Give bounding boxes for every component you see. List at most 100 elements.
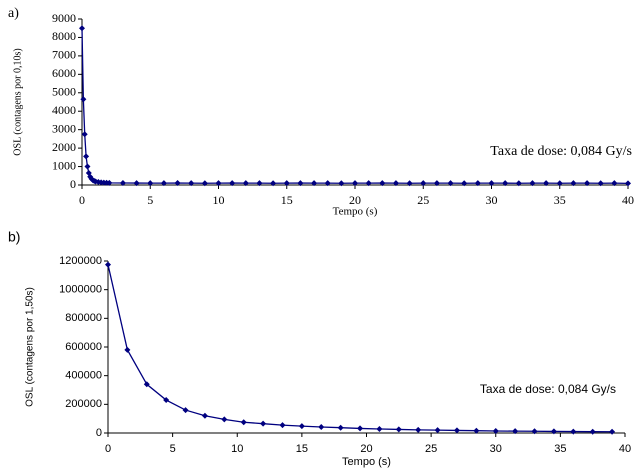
data-point <box>570 428 577 435</box>
x-tick-label: 35 <box>554 443 566 455</box>
data-point <box>79 25 85 32</box>
data-point <box>133 180 140 187</box>
y-tick-label: 0 <box>96 427 102 439</box>
data-point <box>529 180 536 187</box>
data-point <box>447 180 454 187</box>
chart-b: b) 0 200000 400000 600000 800000 1000000 120000… <box>8 229 631 468</box>
data-point <box>256 180 263 187</box>
annotation: Taxa de dose: 0,084 Gy/s <box>490 144 632 159</box>
data-point <box>298 423 305 430</box>
x-tick-label: 30 <box>486 193 498 207</box>
y-tick-label: 200000 <box>65 398 102 410</box>
data-point <box>357 425 364 432</box>
data-point <box>543 180 550 187</box>
data-point <box>163 397 170 404</box>
x-tick-label: 40 <box>622 193 634 207</box>
x-tick-label: 10 <box>213 193 225 207</box>
data-point <box>338 180 345 187</box>
y-axis-label: OSL (contagens por 1,50s) <box>25 287 36 407</box>
y-tick-label: 1000000 <box>59 284 102 296</box>
data-point <box>406 180 413 187</box>
data-point <box>147 180 154 187</box>
data-point <box>260 420 267 427</box>
data-point <box>376 425 383 432</box>
data-point <box>488 180 495 187</box>
data-point <box>80 96 87 103</box>
data-point <box>105 261 111 268</box>
data-point <box>215 180 222 187</box>
data-point <box>473 427 480 434</box>
x-tick-label: 10 <box>231 443 243 455</box>
data-point <box>84 163 91 170</box>
data-point <box>83 153 90 160</box>
data-point <box>589 428 596 435</box>
data-point <box>625 180 631 187</box>
x-tick-label: 30 <box>490 443 502 455</box>
data-point <box>392 180 399 187</box>
y-tick-label: 400000 <box>65 370 102 382</box>
data-line <box>81 28 629 184</box>
x-tick-label: 35 <box>554 193 566 207</box>
x-tick-label: 25 <box>417 193 429 207</box>
data-point <box>512 428 519 435</box>
data-point <box>240 419 247 426</box>
data-point <box>379 180 386 187</box>
y-tick-label: 4000 <box>52 103 76 117</box>
data-point <box>124 346 131 353</box>
y-tick-label: 5000 <box>52 85 76 99</box>
data-point <box>337 424 344 431</box>
data-point <box>550 428 557 435</box>
data-point <box>556 180 563 187</box>
data-point <box>492 427 499 434</box>
data-point <box>201 180 208 187</box>
data-point <box>420 180 427 187</box>
y-tick-label: 800000 <box>65 312 102 324</box>
x-tick-label: 0 <box>105 443 111 455</box>
data-point <box>584 180 591 187</box>
y-tick-label: 6000 <box>52 66 76 80</box>
data-point <box>609 428 616 435</box>
data-point <box>311 180 318 187</box>
data-point <box>502 180 509 187</box>
x-tick-label: 15 <box>281 193 293 207</box>
y-axis-label: OSL (contagens por 0,10s) <box>12 48 23 155</box>
data-point <box>433 180 440 187</box>
data-point <box>221 416 228 423</box>
x-tick-label: 5 <box>147 193 153 207</box>
chart-a: a) 0 1000 2000 3000 4000 5000 6000 7000 8000 9000 0… <box>8 6 634 217</box>
data-point <box>188 180 195 187</box>
data-point <box>270 180 277 187</box>
x-tick-label: 0 <box>79 193 85 207</box>
data-point <box>297 180 304 187</box>
data-point <box>182 407 189 414</box>
data-point <box>119 179 126 186</box>
data-point <box>160 180 167 187</box>
data-point <box>570 180 577 187</box>
data-point <box>352 180 358 187</box>
panel-label: b) <box>8 229 20 245</box>
x-axis-label: Tempo (s) <box>333 206 378 218</box>
x-tick-label: 5 <box>170 443 176 455</box>
y-tick-label: 1000 <box>52 158 76 172</box>
y-tick-label: 600000 <box>65 341 102 353</box>
x-tick-label: 25 <box>425 443 437 455</box>
data-point <box>81 131 88 138</box>
data-point <box>318 423 325 430</box>
data-point <box>229 180 236 187</box>
data-point <box>434 427 441 434</box>
data-point <box>461 180 468 187</box>
y-tick-label: 9000 <box>52 11 76 25</box>
data-point <box>242 180 249 187</box>
data-point <box>453 427 460 434</box>
y-tick-label: 7000 <box>52 48 76 62</box>
y-tick-label: 1200000 <box>59 255 102 267</box>
data-point <box>597 180 604 187</box>
data-point <box>531 428 538 435</box>
data-point <box>174 179 181 186</box>
panel-label: a) <box>8 6 19 21</box>
y-tick-label: 0 <box>70 177 76 191</box>
y-tick-label: 3000 <box>52 121 76 135</box>
y-tick-label: 8000 <box>52 29 76 43</box>
data-point <box>474 180 481 187</box>
